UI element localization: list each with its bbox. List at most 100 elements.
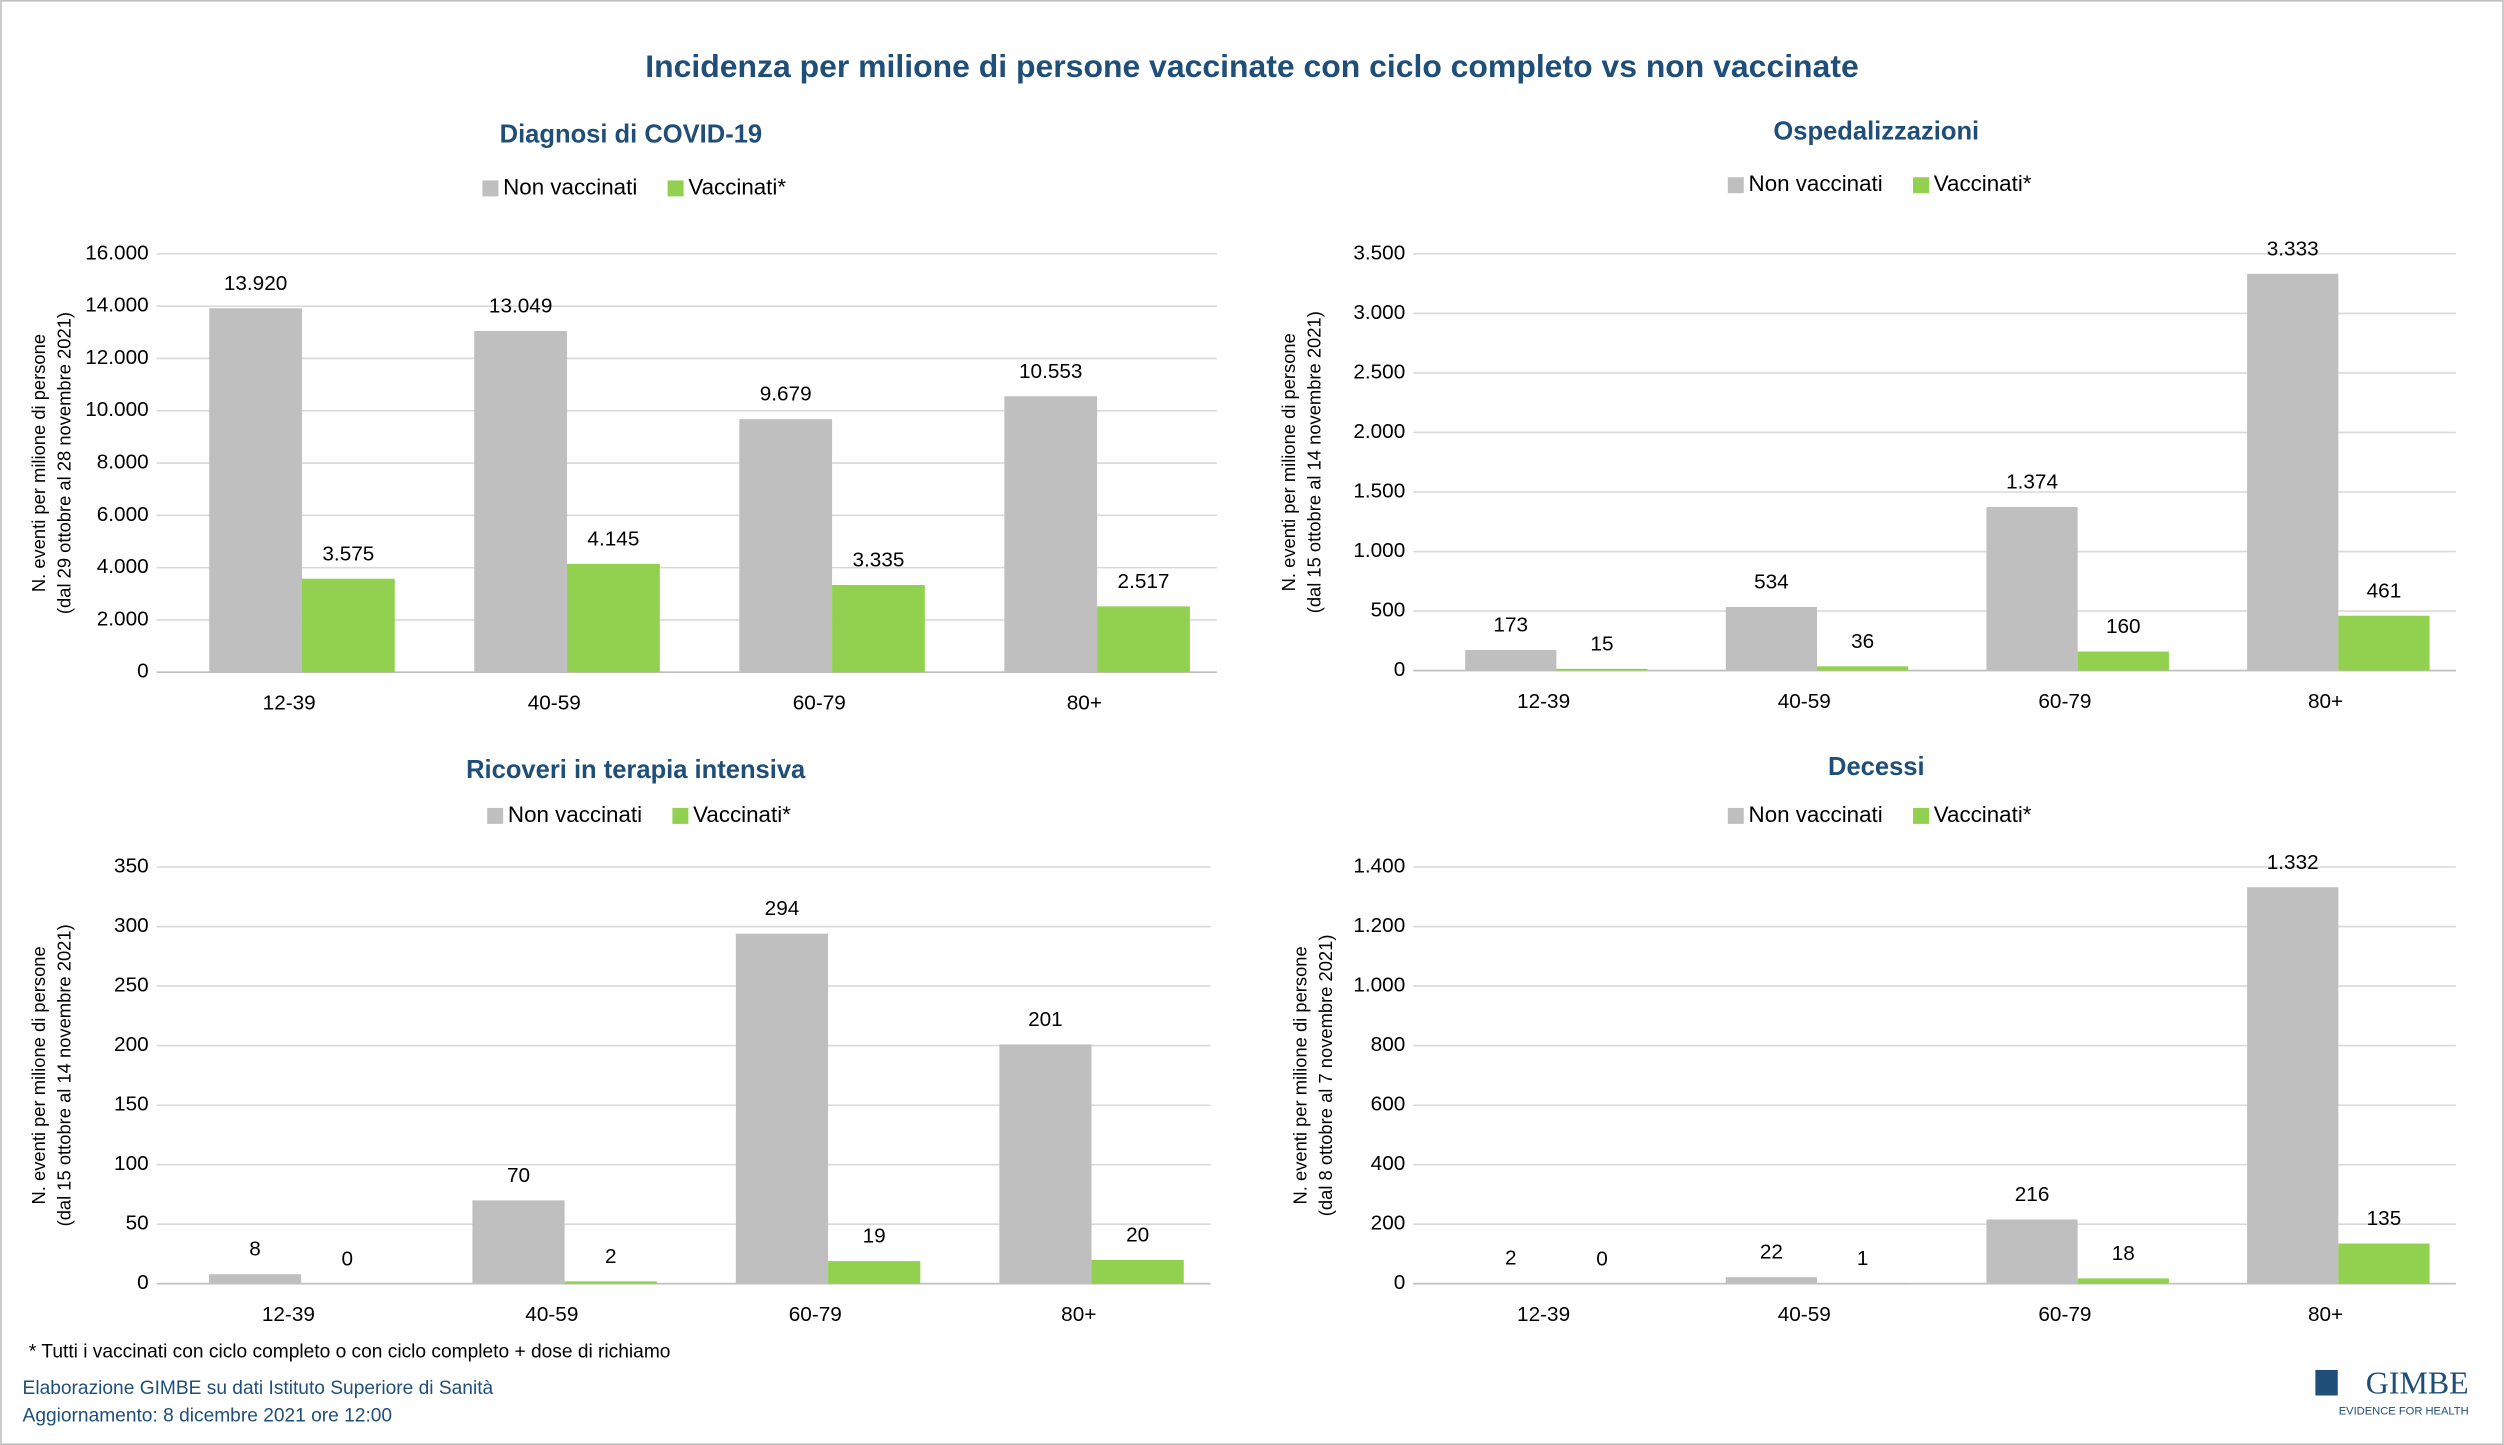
y-tick-label: 6.000 bbox=[97, 503, 149, 526]
y-tick-label: 500 bbox=[1371, 599, 1406, 622]
bar bbox=[2077, 651, 2169, 671]
y-axis-title: N. eventi per milione di persone bbox=[1278, 333, 1299, 591]
x-tick-label: 80+ bbox=[2308, 1303, 2343, 1326]
data-label: 1.374 bbox=[2006, 471, 2058, 494]
bar bbox=[1817, 666, 1909, 671]
y-tick-label: 16.000 bbox=[85, 241, 148, 264]
bar bbox=[828, 1261, 921, 1284]
data-label: 534 bbox=[1754, 571, 1789, 594]
bar bbox=[2077, 1278, 2169, 1284]
data-label: 0 bbox=[1596, 1247, 1608, 1270]
x-tick-label: 60-79 bbox=[789, 1303, 842, 1326]
bar bbox=[1091, 1259, 1184, 1284]
legend-label: Vaccinati* bbox=[693, 802, 791, 827]
source: Elaborazione GIMBE su dati Istituto Supe… bbox=[23, 1378, 494, 1399]
bar bbox=[208, 1274, 302, 1284]
updated: Aggiornamento: 8 dicembre 2021 ore 12:00 bbox=[23, 1405, 393, 1426]
legend-swatch bbox=[482, 180, 499, 197]
bar bbox=[209, 308, 302, 673]
legend-swatch bbox=[1913, 807, 1929, 824]
y-axis-title: (dal 29 ottobre al 28 novembre 2021) bbox=[54, 312, 75, 614]
legend-label: Non vaccinati bbox=[508, 802, 642, 827]
data-label: 22 bbox=[1760, 1241, 1783, 1264]
x-tick-label: 40-59 bbox=[1778, 1303, 1831, 1326]
chart-title: Decessi bbox=[1828, 753, 1925, 781]
y-axis-title: (dal 15 ottobre al 14 novembre 2021) bbox=[1304, 311, 1325, 613]
bar bbox=[1986, 507, 2078, 671]
y-tick-label: 50 bbox=[126, 1212, 149, 1235]
y-axis-title: (dal 8 ottobre al 7 novembre 2021) bbox=[1315, 935, 1336, 1217]
chart-title: Ricoveri in terapia intensiva bbox=[466, 756, 806, 784]
data-label: 201 bbox=[1028, 1008, 1063, 1031]
y-tick-label: 4.000 bbox=[97, 555, 149, 578]
y-tick-label: 600 bbox=[1371, 1093, 1406, 1116]
data-label: 3.575 bbox=[322, 542, 374, 565]
bar bbox=[735, 933, 829, 1284]
bar bbox=[2247, 887, 2339, 1284]
y-tick-label: 800 bbox=[1371, 1033, 1406, 1056]
y-tick-label: 3.000 bbox=[1353, 301, 1405, 324]
data-label: 160 bbox=[2106, 615, 2141, 638]
data-label: 15 bbox=[1590, 632, 1613, 655]
y-tick-label: 350 bbox=[114, 854, 149, 877]
y-tick-label: 8.000 bbox=[97, 451, 149, 474]
data-label: 1 bbox=[1857, 1247, 1869, 1270]
bar bbox=[832, 585, 925, 673]
data-label: 36 bbox=[1851, 630, 1874, 653]
legend-label: Vaccinati* bbox=[1934, 802, 2032, 827]
legend-swatch bbox=[1727, 177, 1744, 194]
x-tick-label: 60-79 bbox=[793, 692, 846, 715]
y-tick-label: 150 bbox=[114, 1093, 149, 1116]
y-tick-label: 300 bbox=[114, 914, 149, 937]
y-tick-label: 200 bbox=[1371, 1212, 1406, 1235]
bar bbox=[1465, 1283, 1557, 1284]
y-tick-label: 2.000 bbox=[97, 607, 149, 630]
y-tick-label: 12.000 bbox=[85, 346, 148, 369]
bar bbox=[2338, 615, 2430, 671]
data-label: 18 bbox=[2112, 1242, 2135, 1265]
bar bbox=[739, 419, 833, 673]
y-tick-label: 1.000 bbox=[1353, 539, 1405, 562]
x-tick-label: 40-59 bbox=[1778, 690, 1831, 713]
data-label: 1.332 bbox=[2267, 851, 2319, 874]
bar bbox=[567, 563, 660, 673]
y-tick-label: 400 bbox=[1371, 1152, 1406, 1175]
y-tick-label: 1.000 bbox=[1353, 974, 1405, 997]
legend-label: Vaccinati* bbox=[1934, 171, 2032, 196]
x-tick-label: 80+ bbox=[1061, 1303, 1096, 1326]
bar bbox=[564, 1281, 657, 1284]
x-tick-label: 60-79 bbox=[2038, 1303, 2091, 1326]
y-axis-title: N. eventi per milione di persone bbox=[1289, 946, 1310, 1204]
y-tick-label: 1.200 bbox=[1353, 914, 1405, 937]
x-tick-label: 12-39 bbox=[1517, 690, 1570, 713]
data-label: 2 bbox=[1505, 1247, 1517, 1270]
bar bbox=[1725, 1277, 1818, 1284]
data-label: 294 bbox=[765, 897, 800, 920]
bar bbox=[1725, 607, 1818, 671]
legend-swatch bbox=[667, 180, 684, 197]
bar bbox=[474, 331, 568, 673]
data-label: 70 bbox=[507, 1164, 530, 1187]
data-label: 2.517 bbox=[1118, 570, 1170, 593]
logo-tagline: EVIDENCE FOR HEALTH bbox=[2339, 1405, 2469, 1417]
main-title: Incidenza per milione di persone vaccina… bbox=[645, 48, 1858, 84]
legend-swatch bbox=[1913, 177, 1929, 194]
y-tick-label: 0 bbox=[137, 660, 149, 683]
y-tick-label: 10.000 bbox=[85, 398, 148, 421]
x-tick-label: 12-39 bbox=[1517, 1303, 1570, 1326]
y-tick-label: 1.500 bbox=[1353, 479, 1405, 502]
bar bbox=[999, 1044, 1092, 1284]
data-label: 2 bbox=[605, 1245, 617, 1268]
bar bbox=[1004, 396, 1098, 673]
y-tick-label: 3.500 bbox=[1353, 241, 1405, 264]
y-axis-title: (dal 15 ottobre al 14 novembre 2021) bbox=[54, 924, 75, 1226]
logo: GIMBE bbox=[2366, 1365, 2469, 1400]
footnote: * Tutti i vaccinati con ciclo completo o… bbox=[29, 1341, 671, 1362]
legend-swatch bbox=[672, 807, 689, 824]
bar bbox=[472, 1200, 565, 1284]
data-label: 216 bbox=[2015, 1183, 2050, 1206]
y-axis-title: N. eventi per milione di persone bbox=[28, 334, 49, 592]
data-label: 3.333 bbox=[2267, 237, 2319, 260]
y-tick-label: 1.400 bbox=[1353, 854, 1405, 877]
